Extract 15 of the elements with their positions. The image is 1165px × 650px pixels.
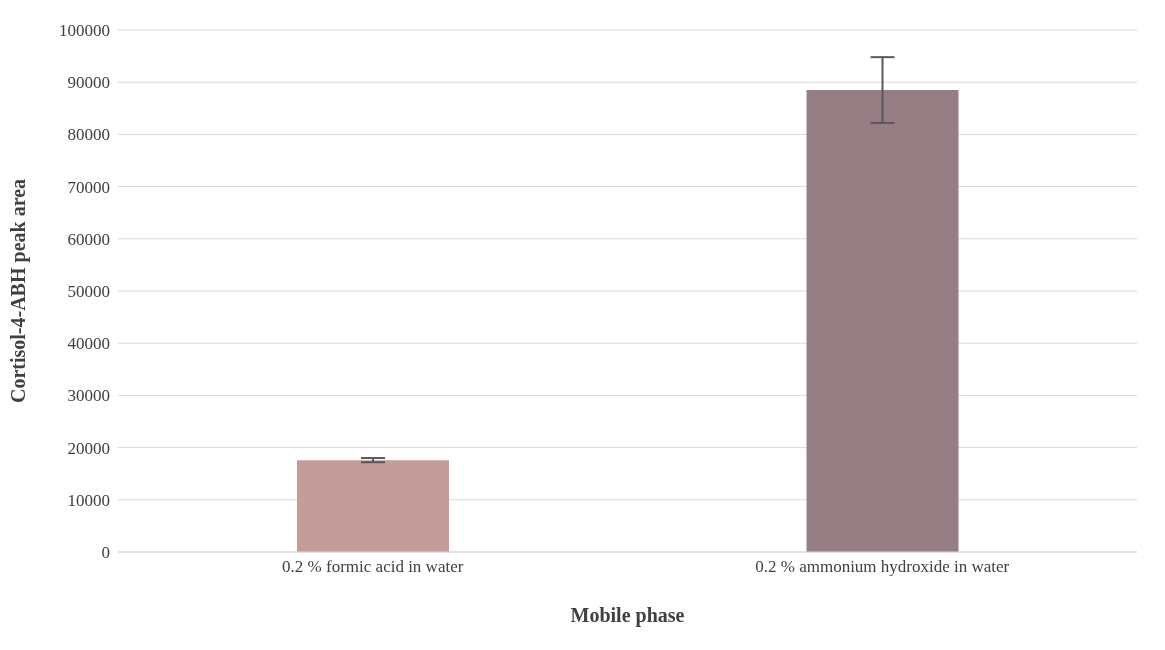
y-tick-label: 10000 xyxy=(67,490,110,510)
y-tick-label: 40000 xyxy=(67,334,110,354)
y-tick-label: 90000 xyxy=(67,73,110,93)
x-axis-title: Mobile phase xyxy=(570,604,685,627)
y-tick-label: 70000 xyxy=(67,177,110,197)
y-tick-label: 80000 xyxy=(67,125,110,145)
y-tick-label: 100000 xyxy=(59,21,110,41)
y-tick-label: 50000 xyxy=(67,282,110,302)
x-tick-label: 0.2 % formic acid in water xyxy=(282,557,464,577)
y-tick-label: 30000 xyxy=(67,386,110,406)
x-tick-label: 0.2 % ammonium hydroxide in water xyxy=(755,557,1010,577)
y-axis-title: Cortisol-4-ABH peak area xyxy=(7,178,31,404)
y-tick-label: 0 xyxy=(101,543,110,563)
y-tick-label: 20000 xyxy=(67,438,110,458)
y-tick-label: 60000 xyxy=(67,229,110,249)
